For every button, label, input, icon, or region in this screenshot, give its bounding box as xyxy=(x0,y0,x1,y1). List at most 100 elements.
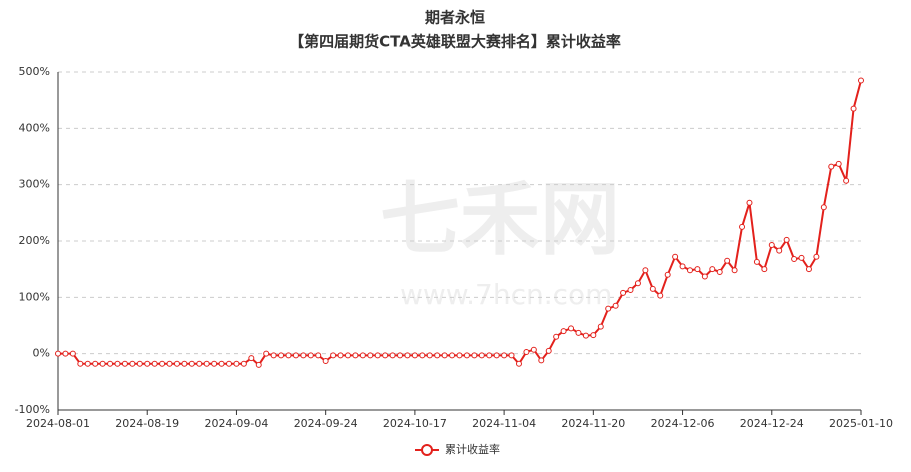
point xyxy=(352,352,359,359)
point xyxy=(545,347,552,354)
point xyxy=(263,350,270,357)
point xyxy=(731,267,738,274)
y-tick-label: 400% xyxy=(19,121,50,134)
point xyxy=(196,360,203,367)
point xyxy=(649,285,656,292)
point xyxy=(62,350,69,357)
point xyxy=(471,352,478,359)
point xyxy=(560,328,567,335)
y-tick-label: 300% xyxy=(19,178,50,191)
point xyxy=(664,271,671,278)
y-tick-label: -100% xyxy=(15,403,50,416)
point xyxy=(344,352,351,359)
point xyxy=(218,360,225,367)
point xyxy=(397,352,404,359)
x-tick-label: 2024-09-24 xyxy=(294,417,358,430)
point xyxy=(701,273,708,280)
point xyxy=(739,223,746,230)
point xyxy=(404,352,411,359)
point xyxy=(724,257,731,264)
x-tick-label: 2024-09-04 xyxy=(204,417,268,430)
point xyxy=(620,289,627,296)
point xyxy=(374,352,381,359)
point xyxy=(850,105,857,112)
point xyxy=(791,256,798,263)
y-tick-label: 0% xyxy=(33,347,50,360)
point xyxy=(188,360,195,367)
point xyxy=(456,352,463,359)
watermark-url: www.7hcn.com xyxy=(400,278,612,311)
point xyxy=(382,352,389,359)
point xyxy=(129,360,136,367)
point xyxy=(107,360,114,367)
point xyxy=(240,360,247,367)
point xyxy=(151,360,158,367)
point xyxy=(419,352,426,359)
legend-marker xyxy=(421,444,433,456)
point xyxy=(330,352,337,359)
point xyxy=(508,352,515,359)
point xyxy=(144,360,151,367)
point xyxy=(828,163,835,170)
point xyxy=(248,355,255,362)
point xyxy=(203,360,210,367)
watermark: 七禾网 xyxy=(380,173,620,266)
point xyxy=(173,360,180,367)
point xyxy=(121,360,128,367)
point xyxy=(538,357,545,364)
chart-title: 期者永恒 xyxy=(425,9,485,27)
point xyxy=(679,263,686,270)
point xyxy=(434,352,441,359)
point xyxy=(709,266,716,273)
point xyxy=(501,352,508,359)
point xyxy=(411,352,418,359)
x-tick-label: 2024-12-24 xyxy=(740,417,804,430)
point xyxy=(515,360,522,367)
point xyxy=(568,325,575,332)
point xyxy=(389,352,396,359)
x-tick-label: 2024-08-01 xyxy=(26,417,90,430)
x-tick-label: 2024-08-19 xyxy=(115,417,179,430)
point xyxy=(798,254,805,261)
point xyxy=(159,360,166,367)
point xyxy=(858,77,864,84)
point xyxy=(530,346,537,353)
y-tick-label: 200% xyxy=(19,234,50,247)
point xyxy=(292,352,299,359)
point xyxy=(233,360,240,367)
point xyxy=(686,267,693,274)
point xyxy=(226,360,233,367)
x-tick-label: 2024-12-06 xyxy=(651,417,715,430)
point xyxy=(270,352,277,359)
point xyxy=(77,360,84,367)
y-tick-label: 100% xyxy=(19,290,50,303)
point xyxy=(582,332,589,339)
y-tick-label: 500% xyxy=(19,65,50,78)
point xyxy=(835,160,842,167)
point xyxy=(211,360,218,367)
point xyxy=(426,352,433,359)
point xyxy=(820,204,827,211)
point xyxy=(55,350,61,357)
point xyxy=(657,292,664,299)
point xyxy=(278,352,285,359)
chart-subtitle: 【第四届期货CTA英雄联盟大赛排名】累计收益率 xyxy=(289,33,621,51)
point xyxy=(181,360,188,367)
point xyxy=(672,253,679,260)
point xyxy=(114,360,121,367)
point xyxy=(84,360,91,367)
point xyxy=(605,305,612,312)
point xyxy=(92,360,99,367)
point xyxy=(843,177,850,184)
point xyxy=(300,352,307,359)
point xyxy=(761,266,768,273)
point xyxy=(627,287,634,294)
point xyxy=(486,352,493,359)
point xyxy=(322,357,329,364)
point xyxy=(315,352,322,359)
point xyxy=(441,352,448,359)
point xyxy=(69,350,76,357)
point xyxy=(337,352,344,359)
point xyxy=(753,258,760,265)
